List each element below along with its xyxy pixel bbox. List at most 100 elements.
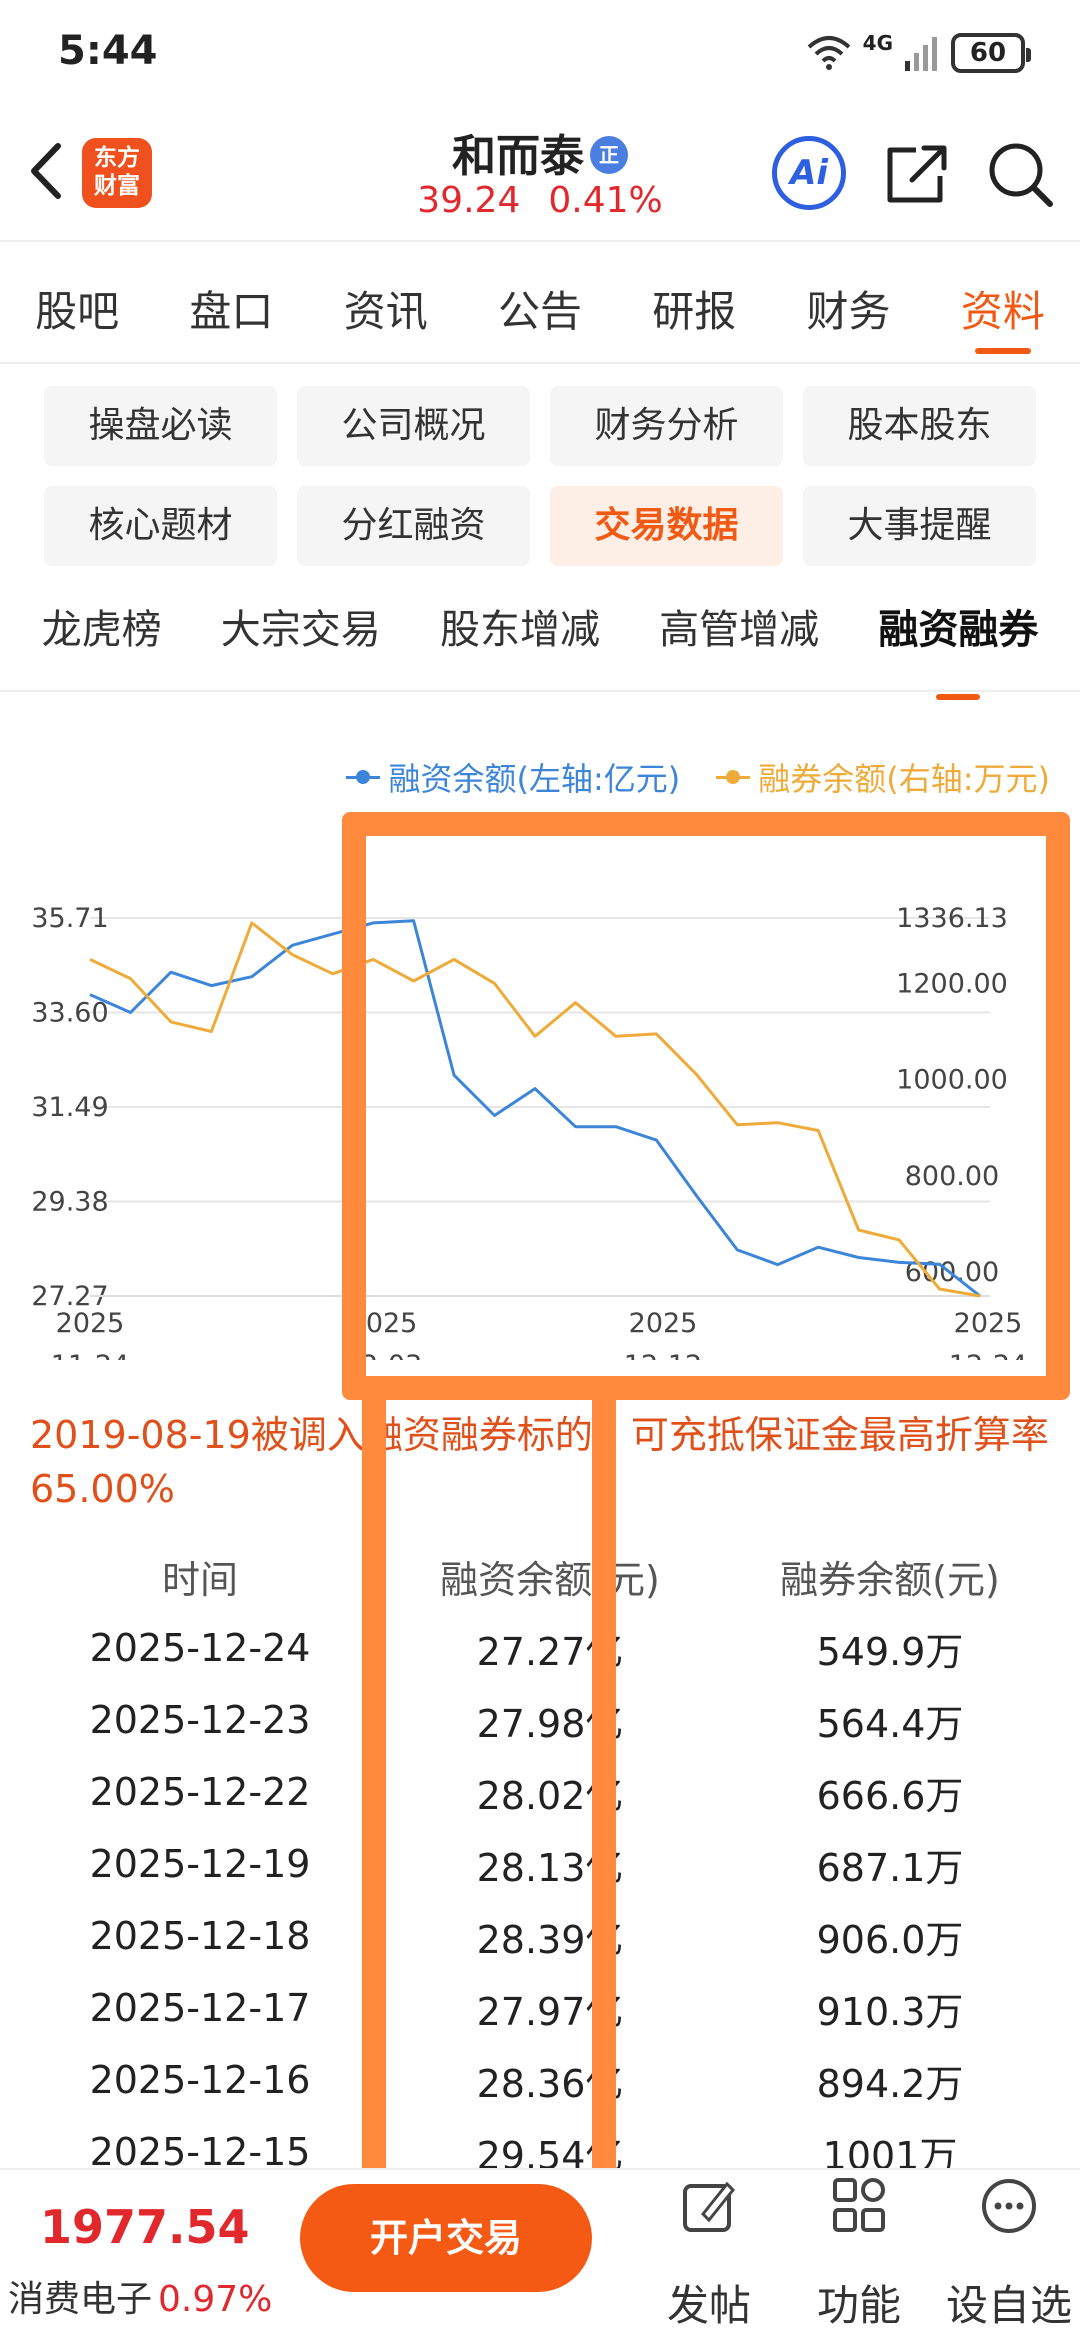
sub-tab-company-overview[interactable]: 公司概况 xyxy=(297,386,530,466)
cell-financing: 27.97亿 xyxy=(476,1989,624,2034)
cell-date: 2025-12-15 xyxy=(89,2130,311,2174)
cell-date: 2025-12-16 xyxy=(89,2058,311,2102)
search-icon[interactable] xyxy=(986,140,1056,210)
legend-label-securities: 融券余额(右轴:万元) xyxy=(758,760,1050,798)
cell-date: 2025-12-24 xyxy=(89,1626,311,1670)
stock-quote: 39.24 0.41% xyxy=(0,180,1080,221)
network-type: 4G xyxy=(862,31,893,55)
nav-post[interactable]: 发帖 xyxy=(644,2170,774,2340)
x-tick-year: 2025 xyxy=(56,1308,125,1339)
cell-date: 2025-12-23 xyxy=(89,1698,311,1742)
cell-date: 2025-12-18 xyxy=(89,1914,311,1958)
trade-button[interactable]: 开户交易 xyxy=(300,2184,592,2292)
status-icons: 4G 60 xyxy=(807,30,1031,76)
legend-item-securities[interactable]: 融券余额(右轴:万元) xyxy=(716,754,1050,800)
tab-exec-change[interactable]: 高管增减 xyxy=(659,607,820,653)
tab-margin-trading[interactable]: 融资融券 xyxy=(878,590,1038,700)
cell-financing: 27.27亿 xyxy=(476,1629,624,1674)
table-row: 2025-12-22 28.02亿 666.6万 xyxy=(0,1756,1080,1828)
nav-functions[interactable]: 功能 xyxy=(794,2170,924,2340)
cell-financing: 27.98亿 xyxy=(476,1701,624,1746)
left-tick-label: 33.60 xyxy=(31,998,108,1029)
x-tick-year: 2025 xyxy=(349,1308,418,1339)
index-change: 0.97% xyxy=(158,2279,273,2320)
table-row: 2025-12-23 27.98亿 564.4万 xyxy=(0,1684,1080,1756)
sub-tab-financial-analysis[interactable]: 财务分析 xyxy=(550,386,783,466)
edit-icon xyxy=(683,2181,736,2232)
x-tick-date: 12-12 xyxy=(624,1350,702,1360)
tab-block-trade[interactable]: 大宗交易 xyxy=(220,607,381,653)
cell-date: 2025-12-22 xyxy=(89,1770,311,1814)
left-tick-label: 29.38 xyxy=(31,1187,108,1218)
x-tick-date: 12-24 xyxy=(949,1350,1027,1360)
securities-balance-line xyxy=(89,921,981,1298)
x-tick-date: 11-24 xyxy=(51,1350,129,1360)
share-icon[interactable] xyxy=(882,138,952,208)
cell-financing: 28.02亿 xyxy=(476,1773,624,1818)
back-arrow-icon[interactable] xyxy=(22,136,72,206)
table-row: 2025-12-16 28.36亿 894.2万 xyxy=(0,2044,1080,2116)
cell-securities: 894.2万 xyxy=(816,2061,964,2106)
sub-tab-shareholders[interactable]: 股本股东 xyxy=(803,386,1036,466)
left-tick-label: 31.49 xyxy=(31,1092,108,1123)
sub-tab-events[interactable]: 大事提醒 xyxy=(803,486,1036,566)
right-tick-label: 1000.00 xyxy=(896,1065,1008,1096)
stock-title: 和而泰正 xyxy=(0,120,1080,184)
cell-financing: 28.39亿 xyxy=(476,1917,624,1962)
margin-chart: 融资余额(左轴:亿元) 融券余额(右轴:万元) 35.71 33.60 31.49 2… xyxy=(0,740,1080,1360)
tabs-divider xyxy=(0,362,1080,364)
cell-date: 2025-12-19 xyxy=(89,1842,311,1886)
grid-icon xyxy=(833,2178,885,2232)
tab-dragon-tiger[interactable]: 龙虎榜 xyxy=(41,607,162,653)
nav-watchlist[interactable]: 设自选 xyxy=(944,2170,1074,2340)
logo-line2: 财富 xyxy=(94,173,140,199)
index-value[interactable]: 1977.54 xyxy=(40,2200,250,2254)
sub-tab-trading-data[interactable]: 交易数据 xyxy=(550,486,783,566)
ai-assistant-icon[interactable]: Ai xyxy=(772,136,846,210)
cell-securities: 564.4万 xyxy=(816,1701,964,1746)
tab-profile[interactable]: 资料 xyxy=(926,262,1080,362)
chart-plot[interactable]: 35.7133.6031.4929.3827.271336.131200.001… xyxy=(0,800,1080,1360)
tab-holder-change[interactable]: 股东增减 xyxy=(439,607,600,653)
bottom-bar: 1977.54 消费电子 0.97% 开户交易 发帖 功能 设自选 xyxy=(0,2168,1080,2340)
sub-tab-core-themes[interactable]: 核心题材 xyxy=(44,486,277,566)
sub-tab-must-read[interactable]: 操盘必读 xyxy=(44,386,277,466)
x-tick-year: 2025 xyxy=(954,1308,1023,1339)
more-icon xyxy=(982,2179,1036,2233)
tab-guba[interactable]: 股吧 xyxy=(35,287,120,336)
sub-tab-dividends[interactable]: 分红融资 xyxy=(297,486,530,566)
cell-securities: 906.0万 xyxy=(816,1917,964,1962)
tab-finance[interactable]: 财务 xyxy=(806,287,891,336)
right-tick-label: 800.00 xyxy=(905,1161,999,1192)
header-securities: 融券余额(元) xyxy=(780,1557,1000,1602)
table-row: 2025-12-18 28.39亿 906.0万 xyxy=(0,1900,1080,1972)
financing-balance-line xyxy=(89,919,981,1298)
tab-research[interactable]: 研报 xyxy=(652,287,737,336)
right-tick-label: 1200.00 xyxy=(896,968,1008,999)
header-divider xyxy=(0,240,1080,242)
tab-news[interactable]: 资讯 xyxy=(343,287,428,336)
header-financing: 融资余额(元) xyxy=(440,1557,660,1602)
main-tabs: 股吧 盘口 资讯 公告 研报 财务 资料 xyxy=(0,262,1080,362)
stock-header: 东方 财富 和而泰正 39.24 0.41% Ai xyxy=(0,110,1080,240)
status-bar: 5:44 4G 60 xyxy=(0,0,1080,110)
index-info[interactable]: 消费电子 0.97% xyxy=(8,2270,272,2322)
eastmoney-logo[interactable]: 东方 财富 xyxy=(82,138,152,208)
margin-notice: 2019-08-19被调入融资融券标的，可充抵保证金最高折算率65.00% xyxy=(30,1413,1049,1511)
legend-item-financing[interactable]: 融资余额(左轴:亿元) xyxy=(346,754,680,800)
legend-marker-orange xyxy=(716,767,751,787)
tab-pankou[interactable]: 盘口 xyxy=(189,287,274,336)
left-tick-label: 35.71 xyxy=(31,903,108,934)
x-tick-date: 12-03 xyxy=(344,1350,422,1360)
table-row: 2025-12-17 27.97亿 910.3万 xyxy=(0,1972,1080,2044)
cell-securities: 687.1万 xyxy=(816,1845,964,1890)
trading-data-tabs: 龙虎榜 大宗交易 股东增减 高管增减 融资融券 xyxy=(0,590,1080,700)
tab-announcements[interactable]: 公告 xyxy=(497,287,582,336)
chart-legend: 融资余额(左轴:亿元) 融券余额(右轴:万元) xyxy=(346,754,1050,800)
legend-label-financing: 融资余额(左轴:亿元) xyxy=(388,760,681,798)
nav-watchlist-label: 设自选 xyxy=(945,2281,1072,2330)
status-time: 5:44 xyxy=(58,28,158,74)
right-tick-label: 1336.13 xyxy=(896,903,1008,934)
signal-icon xyxy=(905,37,937,71)
table-row: 2025-12-24 27.27亿 549.9万 xyxy=(0,1612,1080,1684)
